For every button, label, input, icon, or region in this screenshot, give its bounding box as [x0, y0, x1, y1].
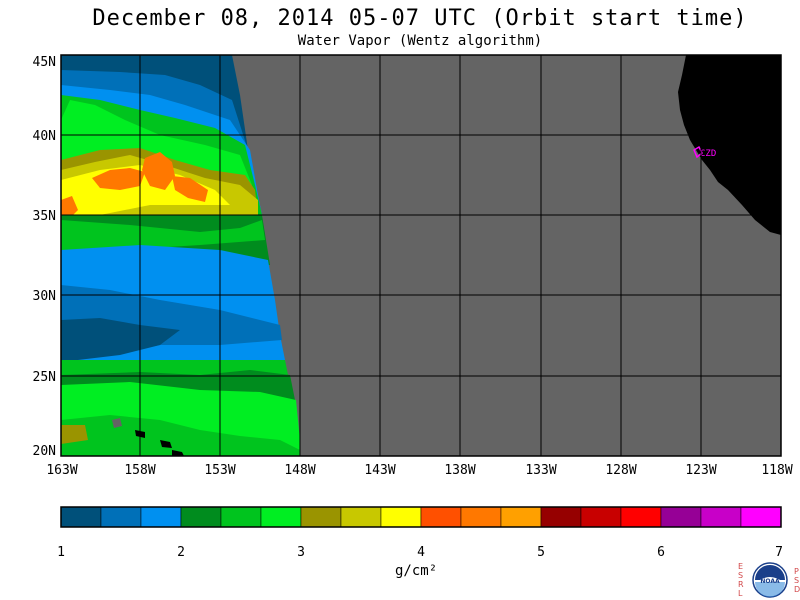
latitude-axis: 45N 40N 35N 30N 25N 20N: [33, 55, 56, 459]
station-marker-icon: [693, 145, 703, 159]
colorbar-swatch: [700, 506, 742, 528]
colorbar-tick-label: 4: [417, 545, 425, 560]
colorbar-swatch: [540, 506, 582, 528]
colorbar-swatch: [340, 506, 382, 528]
colorbar-swatch: [60, 506, 102, 528]
colorbar-swatch: [100, 506, 142, 528]
logo-letter: R: [738, 580, 744, 589]
map-frame: [60, 54, 782, 457]
land-mass: [678, 55, 781, 235]
lat-label: 45N: [33, 55, 56, 70]
colorbar-swatch: [140, 506, 182, 528]
colorbar-ticks: 1 2 3 4 5 6 7: [57, 545, 783, 560]
lat-label: 40N: [33, 129, 56, 144]
colorbar-swatch: [500, 506, 542, 528]
lon-label: 158W: [124, 463, 155, 478]
colorbar-tick-label: 3: [297, 545, 305, 560]
colorbar-swatch: [660, 506, 702, 528]
colorbar-tick-label: 2: [177, 545, 185, 560]
logo-letter: S: [794, 576, 799, 585]
colorbar-frame: [60, 506, 782, 528]
colorbar-tick-label: 1: [57, 545, 65, 560]
logo-center-text: NOAA: [760, 578, 780, 585]
map-gridlines: [61, 55, 781, 456]
lat-label: 30N: [33, 289, 56, 304]
lon-label: 153W: [204, 463, 235, 478]
colorbar-swatch: [300, 506, 342, 528]
colorbar-swatch: [380, 506, 422, 528]
page-subtitle: Water Vapor (Wentz algorithm): [297, 33, 543, 49]
lon-label: 148W: [284, 463, 315, 478]
lon-label: 138W: [444, 463, 475, 478]
lon-label: 163W: [46, 463, 77, 478]
lat-label: 20N: [33, 444, 56, 459]
logo-letter: P: [794, 567, 799, 576]
page-title: December 08, 2014 05-07 UTC (Orbit start…: [92, 6, 748, 31]
colorbar-swatch: [260, 506, 302, 528]
lon-label: 118W: [761, 463, 792, 478]
colorbar-tick-label: 6: [657, 545, 665, 560]
lon-label: 133W: [525, 463, 556, 478]
colorbar-swatch: [420, 506, 462, 528]
lon-label: 128W: [605, 463, 636, 478]
colorbar: [60, 506, 782, 528]
colorbar-swatch: [740, 506, 782, 528]
colorbar-swatch: [220, 506, 262, 528]
lon-label: 143W: [364, 463, 395, 478]
logo-letter: L: [738, 589, 743, 598]
lon-label: 123W: [685, 463, 716, 478]
lat-label: 35N: [33, 209, 56, 224]
logo-letter: E: [738, 562, 743, 571]
colorbar-swatch: [620, 506, 662, 528]
logo-letter: D: [794, 585, 800, 594]
colorbar-swatch: [180, 506, 222, 528]
water-vapor-field: [61, 55, 300, 456]
logo-letter: S: [738, 571, 743, 580]
longitude-axis: 163W 158W 153W 148W 143W 138W 133W 128W …: [46, 463, 792, 478]
colorbar-tick-label: 7: [775, 545, 783, 560]
station-label: CZD: [700, 149, 716, 159]
noaa-logo: E S R L NOAA P S D: [738, 562, 800, 598]
lat-label: 25N: [33, 370, 56, 385]
colorbar-swatch: [460, 506, 502, 528]
colorbar-unit: g/cm²: [395, 563, 438, 579]
colorbar-tick-label: 5: [537, 545, 545, 560]
colorbar-swatch: [580, 506, 622, 528]
